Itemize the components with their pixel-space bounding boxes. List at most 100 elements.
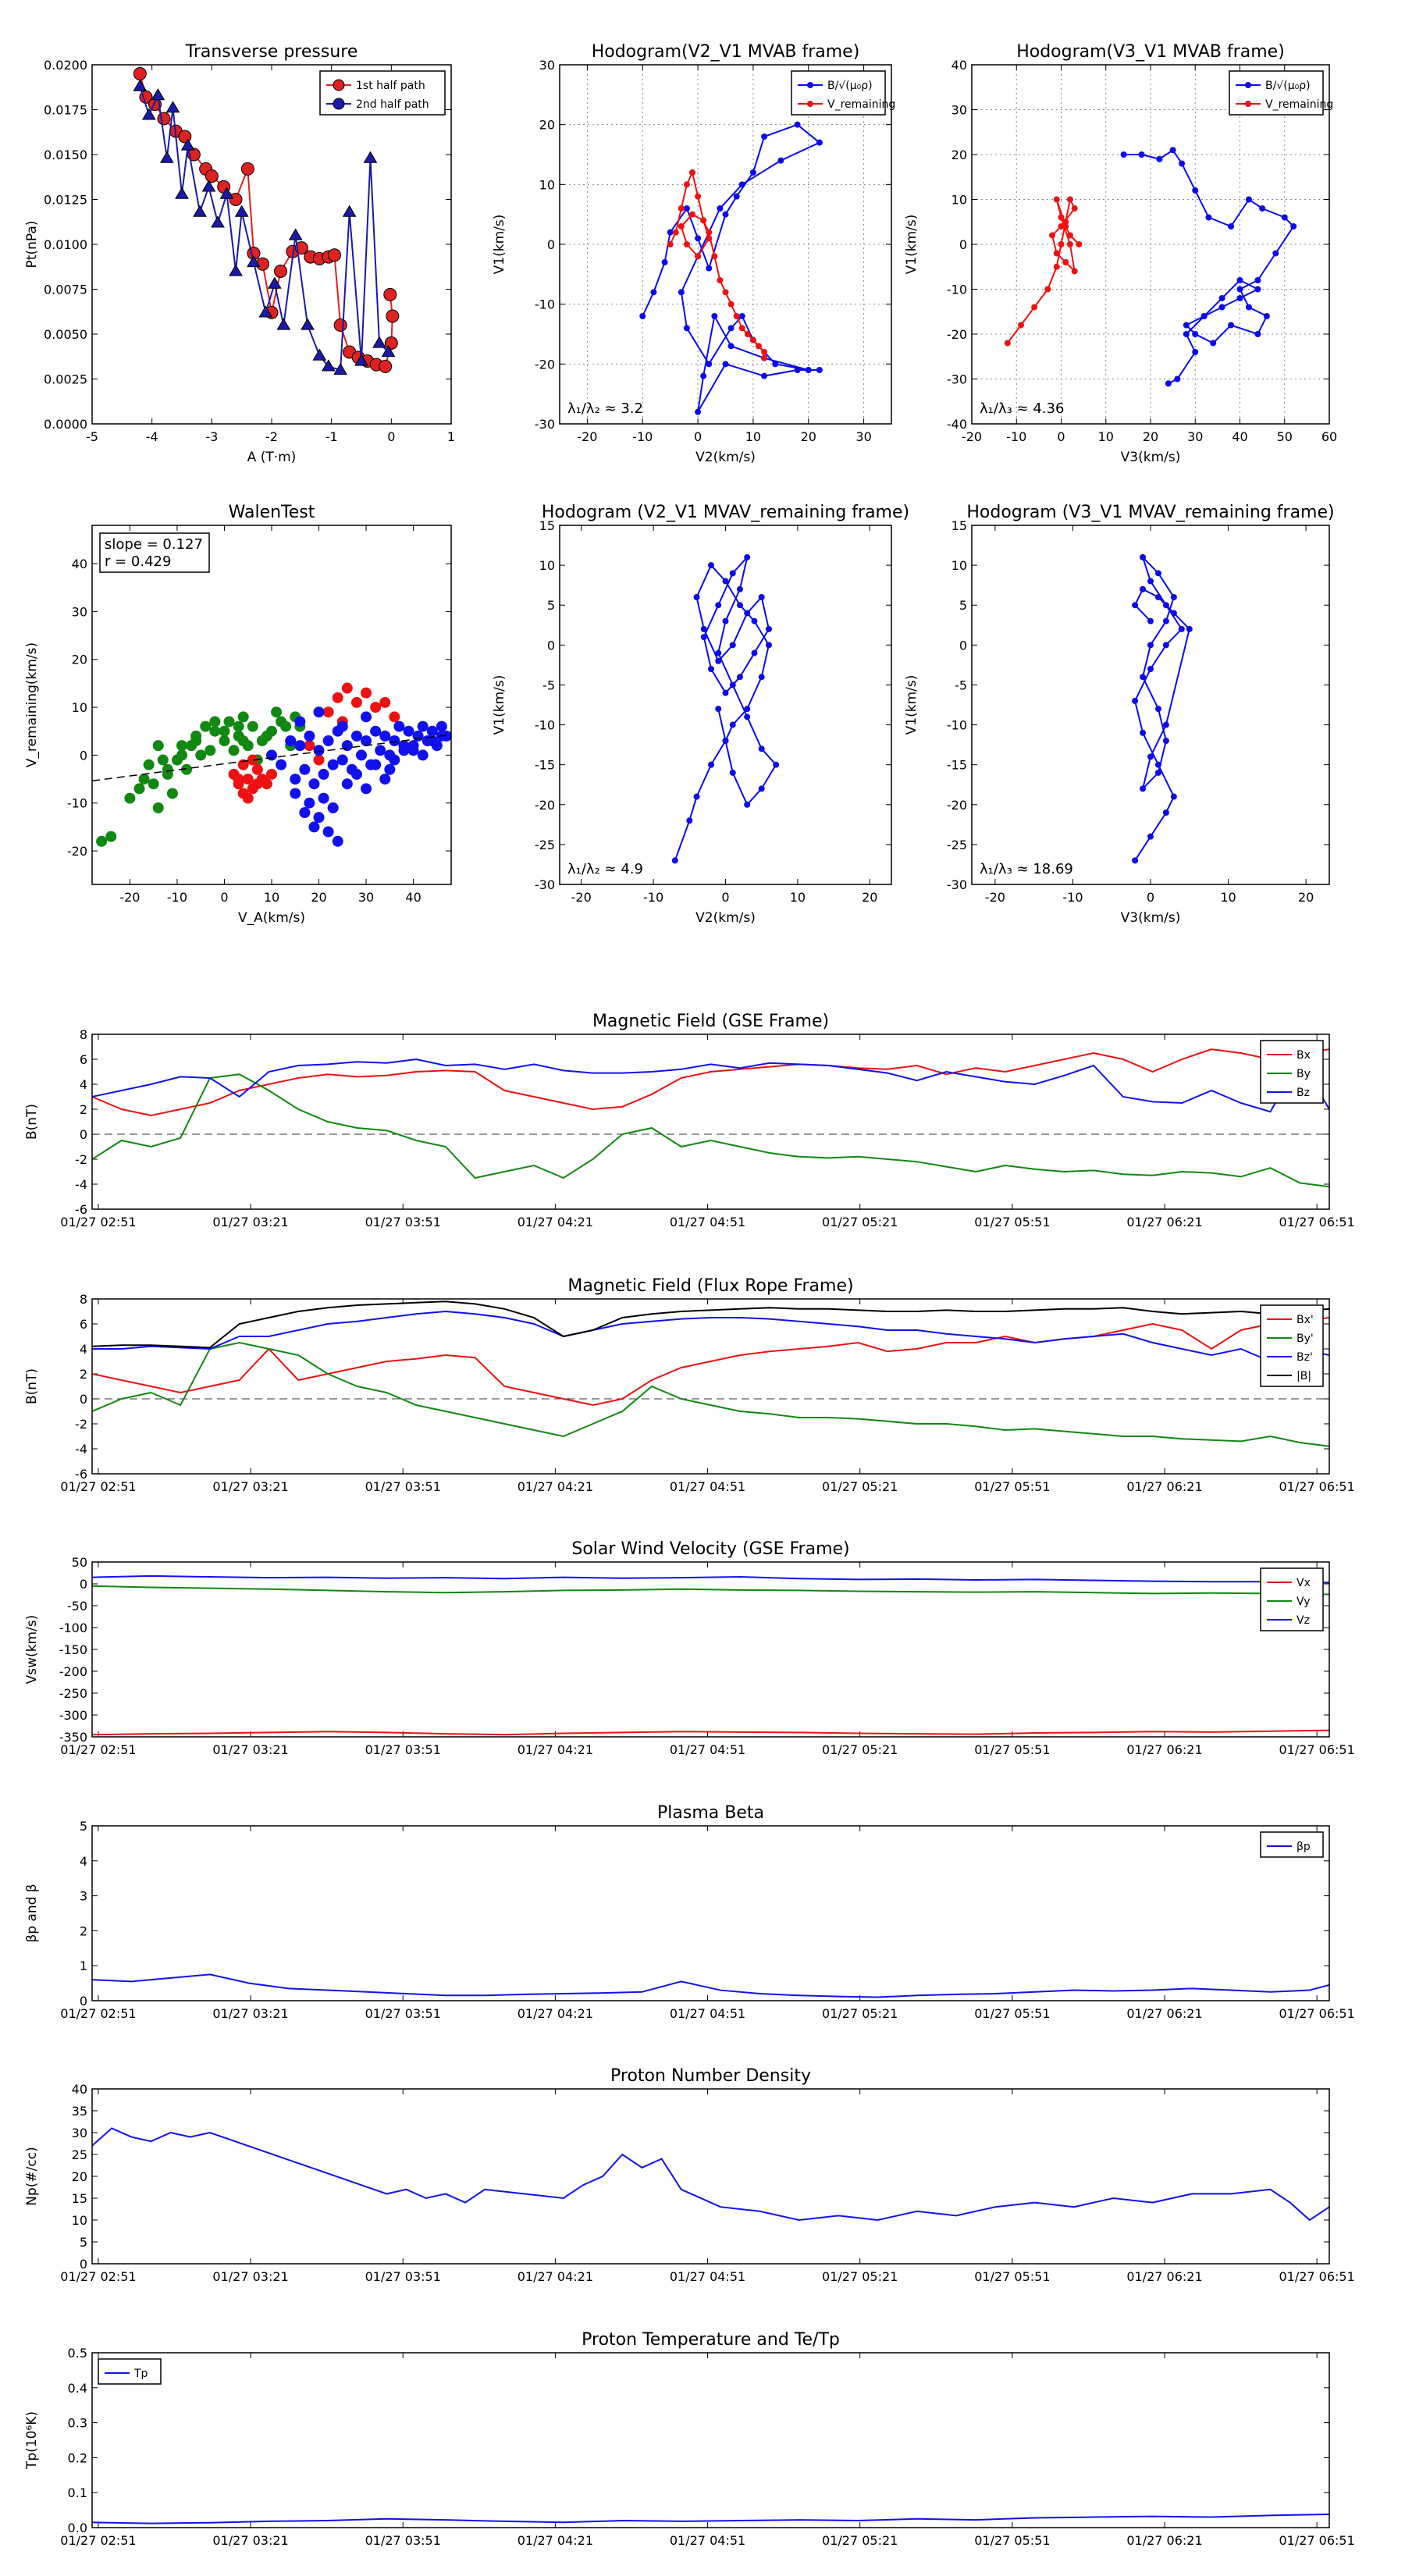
- data-point: [124, 792, 136, 804]
- data-point: [181, 763, 193, 775]
- data-point: [1156, 155, 1163, 162]
- data-point: [176, 749, 187, 761]
- stats-box: [99, 532, 210, 573]
- data-point: [1263, 313, 1270, 319]
- data-point: [341, 778, 353, 790]
- data-point: [313, 706, 325, 718]
- x-tick-label: 01/27 02:51: [60, 1215, 136, 1229]
- series-line-Vy: [92, 1585, 1329, 1596]
- x-tick-label: 01/27 04:21: [518, 2269, 593, 2284]
- r-label: r = 0.429: [105, 553, 171, 570]
- data-point: [1071, 268, 1078, 275]
- data-point: [372, 336, 386, 348]
- data-point: [157, 754, 169, 766]
- x-tick-label: 10: [264, 890, 279, 905]
- data-point: [715, 706, 722, 713]
- x-tick-label: 10: [1220, 890, 1236, 905]
- y-tick-label: 20: [72, 653, 87, 667]
- data-point: [294, 716, 306, 728]
- data-point: [333, 318, 347, 332]
- legend-label: V_remaining: [827, 98, 895, 111]
- data-point: [379, 774, 391, 785]
- x-tick-label: -10: [1006, 429, 1026, 444]
- y-axis-label: Vsw(km/s): [24, 1615, 40, 1685]
- plot-frame: [91, 1034, 1330, 1210]
- x-tick-label: 01/27 05:51: [974, 2006, 1050, 2021]
- x-tick-label: 01/27 06:21: [1126, 1215, 1202, 1229]
- data-point: [765, 642, 772, 649]
- data-point: [322, 826, 334, 838]
- plot-frame: [971, 64, 1330, 425]
- y-tick-label: 0: [80, 2257, 87, 2272]
- series-line-V_remaining: [669, 169, 766, 358]
- data-point: [1218, 304, 1225, 311]
- data-point: [242, 774, 254, 785]
- y-tick-label: 0.0000: [44, 417, 87, 432]
- y-axis-label: V1(km/s): [904, 675, 919, 735]
- data-point: [247, 720, 258, 732]
- chart-title: Plasma Beta: [657, 1803, 764, 1823]
- data-point: [1062, 259, 1069, 265]
- data-point: [276, 759, 287, 770]
- data-point: [193, 205, 207, 217]
- data-point: [308, 778, 320, 790]
- x-tick-label: 01/27 04:51: [670, 1742, 745, 1757]
- y-tick-label: -10: [535, 297, 555, 312]
- data-point: [233, 774, 244, 785]
- data-point: [1044, 286, 1051, 293]
- y-tick-label: 6: [80, 1052, 87, 1067]
- data-point: [708, 666, 715, 672]
- data-point: [667, 229, 674, 236]
- series-line-|B|: [92, 1300, 1329, 1349]
- plot-frame: [91, 2088, 1330, 2265]
- data-point: [143, 759, 155, 770]
- data-point: [237, 759, 249, 770]
- data-point: [1259, 205, 1266, 212]
- data-point: [299, 807, 311, 818]
- data-point: [1178, 625, 1185, 632]
- data-point: [672, 229, 679, 236]
- data-point: [1186, 625, 1193, 632]
- y-tick-label: -20: [535, 357, 555, 372]
- data-point: [765, 625, 772, 632]
- x-tick-label: 01/27 04:51: [670, 1479, 745, 1494]
- y-tick-label: 0: [547, 638, 555, 653]
- x-tick-label: 01/27 06:51: [1279, 1215, 1354, 1229]
- x-tick-label: 01/27 06:51: [1279, 2533, 1354, 2548]
- data-point: [322, 706, 334, 718]
- x-tick-label: 40: [1232, 429, 1247, 444]
- data-point: [375, 745, 386, 756]
- chart-title: Hodogram(V2_V1 MVAB frame): [592, 42, 860, 62]
- legend-label: B/√(μ₀ρ): [1265, 80, 1311, 92]
- x-tick-label: 20: [862, 890, 877, 905]
- x-tick-label: 01/27 05:21: [822, 2006, 898, 2021]
- data-point: [1154, 761, 1161, 768]
- data-point: [228, 745, 240, 756]
- data-point: [1066, 241, 1073, 247]
- data-point: [276, 318, 291, 330]
- y-tick-label: -100: [59, 1621, 87, 1635]
- data-point: [370, 725, 382, 737]
- x-tick-label: 01/27 05:21: [822, 1479, 898, 1494]
- y-tick-label: -10: [67, 796, 87, 811]
- data-point: [318, 768, 329, 780]
- data-point: [736, 674, 743, 681]
- plot-frame: [559, 525, 892, 885]
- data-point: [247, 754, 258, 766]
- y-axis-label: B(nT): [24, 1104, 40, 1140]
- x-tick-label: 01/27 03:51: [365, 1215, 441, 1229]
- plot-area: [92, 1300, 1329, 1447]
- data-point: [1154, 769, 1161, 776]
- x-tick-label: 01/27 03:21: [212, 1479, 288, 1494]
- plot-area: [671, 553, 780, 864]
- data-point: [1140, 585, 1147, 592]
- data-point: [350, 696, 362, 708]
- x-tick-label: 20: [801, 429, 816, 444]
- x-tick-label: 01/27 05:21: [822, 2533, 898, 2548]
- x-tick-label: 01/27 04:51: [670, 2269, 745, 2284]
- y-tick-label: 10: [539, 558, 555, 573]
- data-point: [749, 336, 756, 343]
- y-tick-label: -30: [947, 877, 967, 892]
- series-line-Bz: [92, 1057, 1329, 1113]
- x-tick-label: 01/27 02:51: [60, 2269, 136, 2284]
